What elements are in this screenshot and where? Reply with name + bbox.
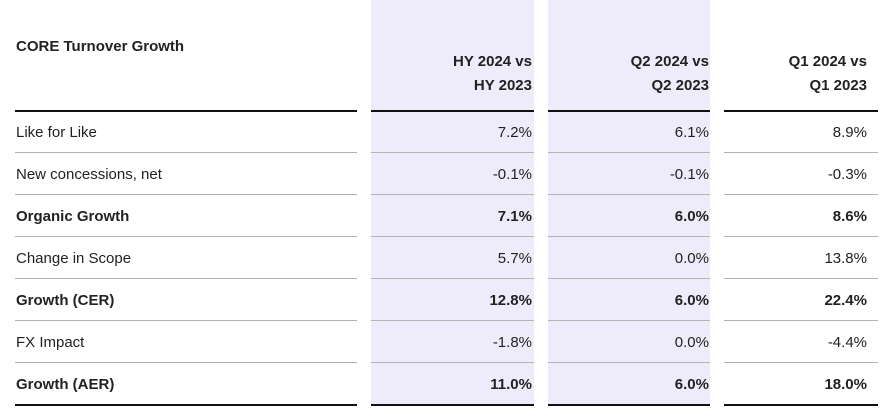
divider [15,320,357,321]
divider [548,236,710,237]
cell-hy: -1.8% [492,334,532,351]
cell-q2: 0.0% [674,334,709,351]
cell-hy: 7.2% [497,124,532,141]
row-label: Organic Growth [16,208,130,225]
row-label: Change in Scope [16,250,132,267]
cell-q2: 6.0% [674,292,709,309]
divider [15,110,357,112]
row-label: Growth (AER) [16,376,115,393]
divider [371,110,534,112]
cell-hy: -0.1% [492,166,532,183]
table-row: New concessions, net -0.1% -0.1% -0.3% [0,153,894,195]
divider [15,278,357,279]
column-header-q2-line1: Q2 2024 vs [630,53,709,70]
table-row: Change in Scope 5.7% 0.0% 13.8% [0,237,894,279]
divider [724,278,878,279]
divider [548,362,710,363]
divider [371,236,534,237]
cell-q1: 8.6% [832,208,867,225]
column-header-hy-line1: HY 2024 vs [453,53,532,70]
cell-q2: 6.0% [674,208,709,225]
divider [724,152,878,153]
cell-q2: -0.1% [669,166,709,183]
cell-hy: 11.0% [490,376,532,393]
divider [548,320,710,321]
table-row: Growth (AER) 11.0% 6.0% 18.0% [0,363,894,405]
column-header-hy-line2: HY 2023 [473,77,532,94]
divider [548,194,710,195]
divider [548,278,710,279]
cell-q1: 18.0% [824,376,867,393]
row-label: FX Impact [16,334,85,351]
divider [371,152,534,153]
divider [371,404,534,406]
row-label: New concessions, net [16,166,162,183]
divider [371,320,534,321]
cell-q1: 13.8% [824,250,867,267]
column-header-q2-line2: Q2 2023 [651,77,709,94]
divider [724,320,878,321]
divider [15,404,357,406]
cell-hy: 12.8% [489,292,532,309]
divider [724,404,878,406]
divider [15,362,357,363]
cell-q2: 6.1% [674,124,709,141]
divider [724,362,878,363]
row-label: Like for Like [16,124,97,141]
divider [548,152,710,153]
column-header-q1-line1: Q1 2024 vs [788,53,867,70]
divider [548,404,710,406]
divider [548,110,710,112]
divider [371,278,534,279]
table-title: CORE Turnover Growth [16,38,185,55]
divider [724,236,878,237]
cell-q2: 0.0% [674,250,709,267]
cell-q1: -0.3% [827,166,867,183]
divider [371,194,534,195]
divider [15,194,357,195]
cell-hy: 5.7% [497,250,532,267]
q2-column-highlight [548,0,710,406]
table-row: Like for Like 7.2% 6.1% 8.9% [0,111,894,153]
row-label: Growth (CER) [16,292,115,309]
divider [15,152,357,153]
divider [15,236,357,237]
cell-q1: 8.9% [832,124,867,141]
cell-hy: 7.1% [497,208,532,225]
cell-q1: -4.4% [827,334,867,351]
column-header-hy: HY 2024 vs HY 2023 [371,50,532,98]
column-header-q1-line2: Q1 2023 [809,77,867,94]
divider [724,194,878,195]
hy-column-highlight [371,0,534,406]
table-row: Growth (CER) 12.8% 6.0% 22.4% [0,279,894,321]
column-header-q1: Q1 2024 vs Q1 2023 [724,50,867,98]
table-row: Organic Growth 7.1% 6.0% 8.6% [0,195,894,237]
column-header-q2: Q2 2024 vs Q2 2023 [548,50,709,98]
table-row: FX Impact -1.8% 0.0% -4.4% [0,321,894,363]
divider [371,362,534,363]
divider [724,110,878,112]
cell-q2: 6.0% [674,376,709,393]
cell-q1: 22.4% [824,292,867,309]
